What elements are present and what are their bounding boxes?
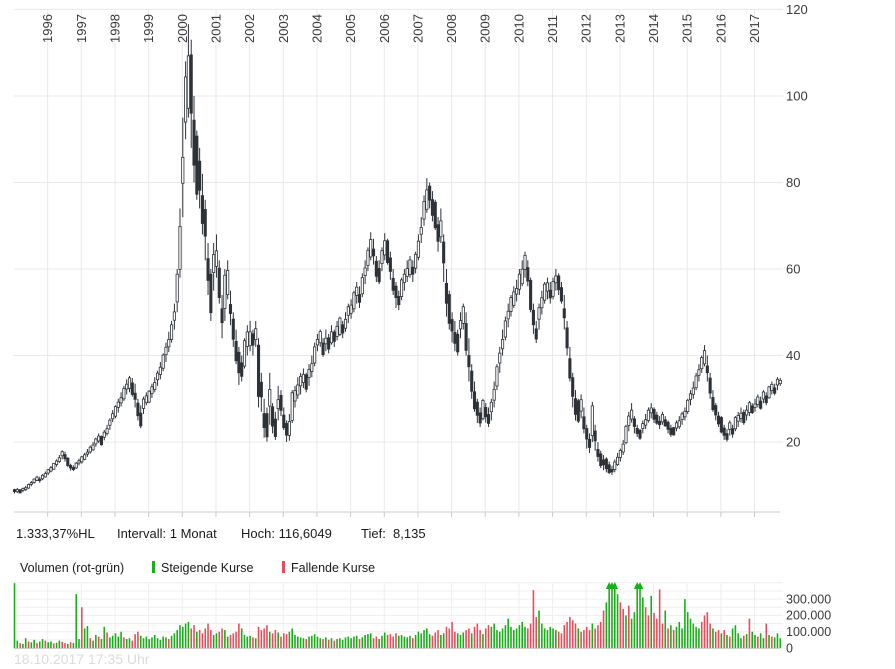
volume-legend-title: Volumen (rot-grün) — [20, 561, 125, 575]
svg-text:60: 60 — [786, 262, 800, 277]
svg-text:0: 0 — [786, 641, 793, 655]
svg-text:2017: 2017 — [747, 14, 762, 43]
svg-text:1998: 1998 — [107, 14, 122, 43]
svg-text:2002: 2002 — [242, 14, 257, 43]
hl-percent-value: 1.333,37%HL — [16, 526, 95, 541]
falling-volume-legend-label: Fallende Kurse — [291, 561, 376, 575]
svg-text:2013: 2013 — [612, 14, 627, 43]
svg-text:200.000: 200.000 — [786, 609, 831, 623]
svg-text:40: 40 — [786, 348, 800, 363]
falling-volume-swatch-icon — [282, 561, 285, 573]
chart-timestamp: 18.10.2017 17:35 Uhr — [14, 651, 150, 667]
price-candles — [12, 24, 782, 494]
svg-text:80: 80 — [786, 175, 800, 190]
svg-text:2006: 2006 — [377, 14, 392, 43]
svg-text:1999: 1999 — [141, 14, 156, 43]
year-axis-labels: 1996 1997 1998 1999 2000 2001 2002 2003 2004 2005… — [40, 14, 762, 43]
interval-value: Intervall: 1 Monat — [117, 526, 217, 541]
svg-text:2015: 2015 — [680, 14, 695, 43]
svg-text:2003: 2003 — [276, 14, 291, 43]
svg-text:2001: 2001 — [208, 14, 223, 43]
svg-text:1996: 1996 — [40, 14, 55, 43]
svg-text:100.000: 100.000 — [786, 625, 831, 639]
svg-text:2012: 2012 — [579, 14, 594, 43]
svg-text:100: 100 — [786, 89, 808, 104]
rising-volume-legend-label: Steigende Kurse — [161, 561, 254, 575]
low-value: Tief: 8,135 — [361, 526, 426, 541]
volume-bars — [13, 583, 782, 648]
svg-text:2014: 2014 — [646, 14, 661, 43]
svg-text:1997: 1997 — [74, 14, 89, 43]
svg-text:2007: 2007 — [410, 14, 425, 43]
svg-text:20: 20 — [786, 435, 800, 450]
svg-text:2011: 2011 — [545, 15, 560, 43]
svg-text:2016: 2016 — [713, 14, 728, 43]
svg-text:2005: 2005 — [343, 14, 358, 43]
volume-spike-arrows — [605, 582, 644, 589]
year-gridlines — [47, 9, 756, 648]
svg-text:300.000: 300.000 — [786, 592, 831, 606]
high-value: Hoch: 116,6049 — [241, 526, 332, 541]
svg-text:120: 120 — [786, 2, 808, 17]
svg-text:2008: 2008 — [444, 14, 459, 43]
gridlines — [14, 8, 783, 649]
svg-text:2009: 2009 — [478, 14, 493, 43]
rising-volume-swatch-icon — [152, 561, 155, 573]
price-axis-labels: 20 40 60 80 100 120 — [786, 2, 808, 450]
volume-axis-labels: 300.000 200.000 100.000 0 — [786, 592, 831, 655]
svg-text:2010: 2010 — [511, 14, 526, 43]
svg-text:2000: 2000 — [175, 14, 190, 43]
svg-text:2004: 2004 — [309, 14, 324, 43]
